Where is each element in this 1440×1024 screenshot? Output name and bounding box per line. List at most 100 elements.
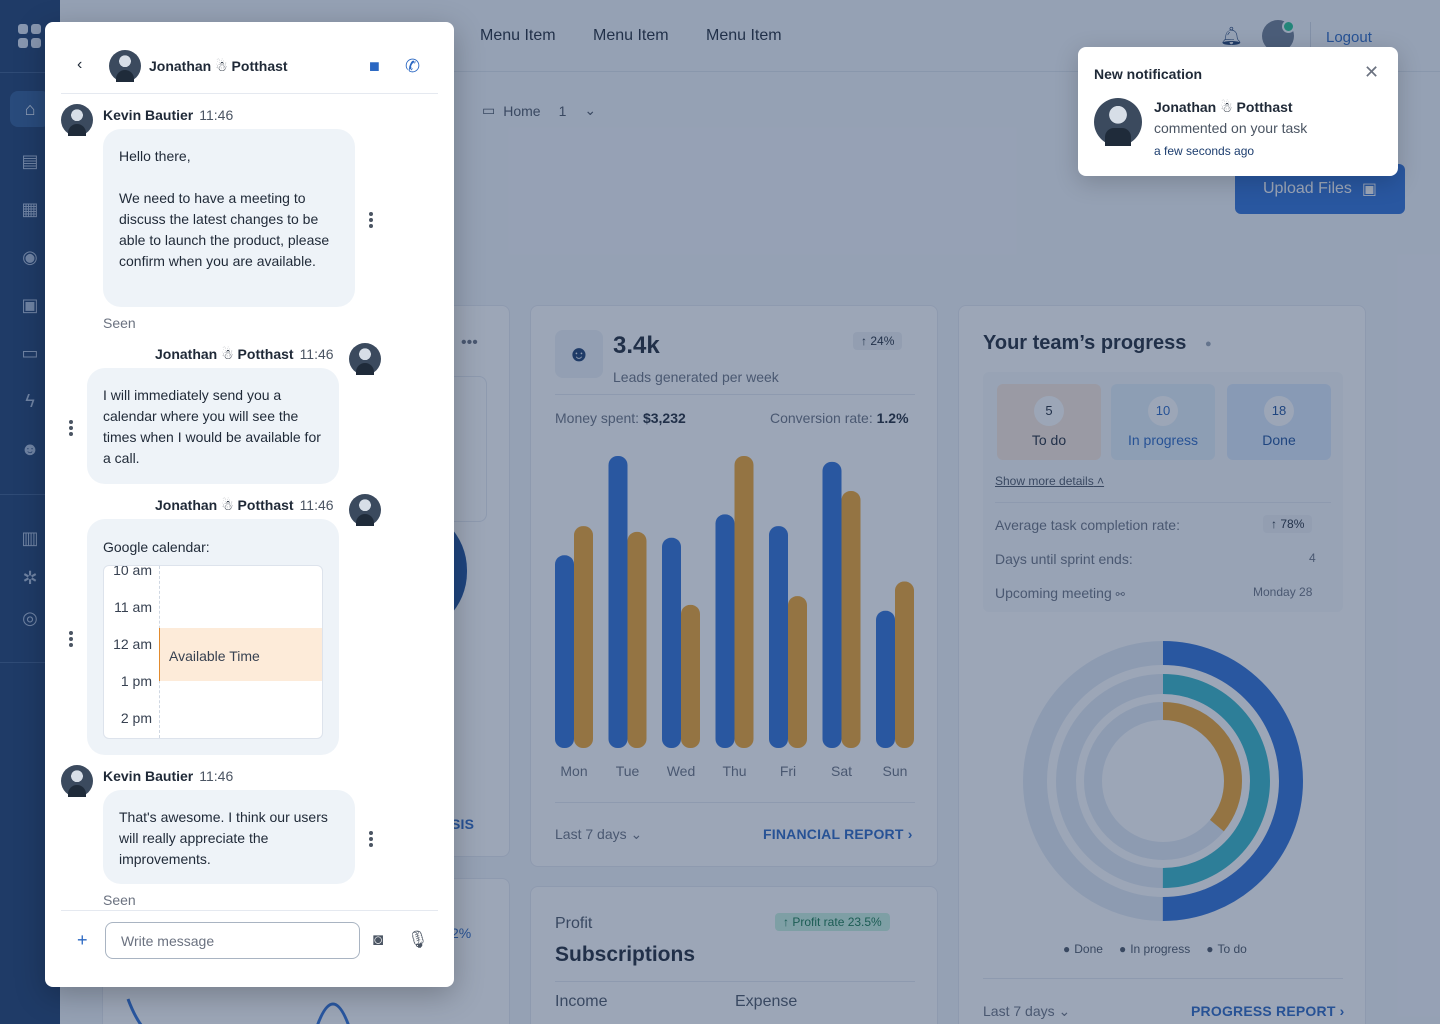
message-avatar bbox=[349, 343, 381, 375]
leads-period-select[interactable]: Last 7 days ⌄ bbox=[555, 826, 643, 842]
breadcrumb: ▭ Home 1 ⌄ bbox=[482, 102, 596, 119]
tile-in-progress-count: 10 bbox=[1148, 396, 1178, 426]
lightning-icon[interactable]: ϟ bbox=[25, 390, 35, 411]
leads-period-label: Last 7 days bbox=[555, 826, 627, 842]
users-icon[interactable]: ☻ bbox=[20, 438, 40, 459]
income-label: Income bbox=[555, 993, 608, 1010]
legend-done: Done bbox=[1063, 942, 1103, 956]
message-author-name: Jonathan ☃ Potthast bbox=[155, 346, 294, 362]
menu-item-3[interactable]: Menu Item bbox=[706, 27, 782, 44]
tile-done-label: Done bbox=[1262, 432, 1296, 448]
available-time-slot[interactable]: Available Time bbox=[159, 628, 322, 681]
leads-divider bbox=[555, 394, 915, 395]
show-more-details-link[interactable]: Show more details ˄ bbox=[995, 474, 1105, 488]
support-icon[interactable]: ◎ bbox=[22, 607, 38, 628]
notification-title: New notification bbox=[1094, 66, 1203, 82]
bell-icon[interactable]: 🔔︎ bbox=[1220, 26, 1243, 46]
microphone-icon[interactable]: 🎙︎ bbox=[407, 930, 429, 949]
message-status: Seen bbox=[103, 315, 136, 331]
leads-bar-chart: Mon Tue Wed Thu Fri Sat Sun bbox=[555, 456, 914, 779]
message-text: Hello there, We need to have a meeting t… bbox=[119, 148, 330, 269]
bar-sat-series-2 bbox=[841, 491, 861, 748]
message-status: Seen bbox=[103, 892, 136, 908]
tile-to-do-count: 5 bbox=[1034, 396, 1064, 426]
analysis-report-link[interactable]: SIS bbox=[451, 816, 475, 832]
phone-icon[interactable]: ✆ bbox=[405, 56, 421, 76]
apps-grid-icon[interactable] bbox=[18, 24, 42, 48]
close-icon[interactable]: ✕ bbox=[1364, 62, 1380, 82]
contact-name[interactable]: Jonathan ☃ Potthast bbox=[149, 58, 288, 74]
calendar-slot: 10 am bbox=[113, 565, 152, 578]
progress-report-link[interactable]: PROGRESS REPORT › bbox=[1191, 1003, 1345, 1019]
tile-in-progress[interactable]: 10 In progress bbox=[1111, 384, 1215, 460]
profit-rate-badge: ↑ Profit rate 23.5% bbox=[775, 913, 890, 931]
breadcrumb-home[interactable]: Home bbox=[503, 102, 541, 119]
tile-to-do[interactable]: 5 To do bbox=[997, 384, 1101, 460]
financial-report-link[interactable]: FINANCIAL REPORT › bbox=[763, 826, 913, 842]
video-call-icon[interactable]: ■ bbox=[369, 56, 380, 76]
completion-rate-label: Average task completion rate: bbox=[995, 517, 1180, 533]
message-more-icon[interactable] bbox=[69, 418, 73, 438]
team-period-select[interactable]: Last 7 days ⌄ bbox=[983, 1003, 1071, 1019]
calendar-icon[interactable]: ▣ bbox=[21, 294, 39, 315]
home-icon[interactable]: ⌂ bbox=[10, 91, 50, 127]
message-more-icon[interactable] bbox=[369, 829, 373, 849]
calendar-bubble: Google calendar: 10 am 11 am 12 am 1 pm … bbox=[87, 519, 339, 755]
message-bubble: That's awesome. I think our users will r… bbox=[103, 790, 355, 884]
notification-name[interactable]: Jonathan ☃ Potthast bbox=[1154, 99, 1293, 115]
bar-thu-series-2 bbox=[734, 456, 754, 748]
ring-done-arc bbox=[1023, 641, 1303, 921]
legend-to-do: To do bbox=[1206, 942, 1246, 956]
leads-card: ☻ 3.4k Leads generated per week ↑ 24% Mo… bbox=[530, 305, 938, 867]
tile-done-count: 18 bbox=[1264, 396, 1294, 426]
money-spent-label: Money spent: bbox=[555, 410, 640, 426]
bar-fri-series-2 bbox=[788, 596, 807, 748]
message-author-name: Kevin Bautier bbox=[103, 768, 194, 784]
upcoming-meeting-label: Upcoming meeting ⚯ bbox=[995, 585, 1125, 601]
message-more-icon[interactable] bbox=[69, 629, 73, 649]
team-donut-chart bbox=[1023, 641, 1303, 921]
media-icon[interactable]: ▭ bbox=[21, 342, 39, 363]
info-icon[interactable]: ● bbox=[1205, 338, 1212, 350]
chat-icon[interactable]: ◉ bbox=[22, 246, 38, 267]
message-more-icon[interactable] bbox=[369, 210, 373, 230]
sidebar-divider bbox=[0, 72, 60, 73]
tile-done[interactable]: 18 Done bbox=[1227, 384, 1331, 460]
bar-tue-series-2 bbox=[627, 531, 647, 748]
money-spent: Money spent: $3,232 bbox=[555, 410, 686, 426]
menu-item-2[interactable]: Menu Item bbox=[593, 27, 669, 44]
add-attachment-icon[interactable]: + bbox=[77, 930, 88, 950]
file-icon[interactable]: ▥ bbox=[21, 527, 39, 548]
leads-caption: Leads generated per week bbox=[613, 369, 779, 385]
calendar-widget[interactable]: 10 am 11 am 12 am 1 pm 2 pm Available Ti… bbox=[103, 565, 323, 739]
progress-report-label: PROGRESS REPORT bbox=[1191, 1003, 1336, 1019]
back-chevron-icon[interactable]: ‹ bbox=[77, 56, 83, 73]
sidebar-divider bbox=[0, 494, 60, 495]
menu-item-1[interactable]: Menu Item bbox=[480, 27, 556, 44]
user-avatar[interactable] bbox=[1262, 20, 1295, 52]
bar-sun-series-1 bbox=[876, 610, 895, 748]
link-icon[interactable]: ⚯ bbox=[1115, 589, 1125, 601]
financial-report-label: FINANCIAL REPORT bbox=[763, 826, 904, 842]
bar-wed-series-1 bbox=[662, 537, 681, 748]
calendar-title: Google calendar: bbox=[103, 539, 210, 555]
x-tick-label: Wed bbox=[667, 763, 696, 779]
money-spent-value: $3,232 bbox=[642, 410, 686, 426]
chevron-down-icon[interactable]: ⌄ bbox=[584, 102, 597, 118]
message-text: I will immediately send you a calendar w… bbox=[103, 387, 321, 466]
sprint-days-label: Days until sprint ends: bbox=[995, 551, 1133, 567]
message-avatar bbox=[349, 494, 381, 526]
message-author-name: Jonathan ☃ Potthast bbox=[155, 497, 294, 513]
message-input[interactable] bbox=[105, 922, 360, 959]
notification-toast: New notification ✕ Jonathan ☃ Potthast c… bbox=[1078, 47, 1398, 176]
clipboard-icon[interactable]: ▦ bbox=[21, 198, 39, 219]
team-icon: ☻ bbox=[555, 330, 603, 378]
camera-icon[interactable]: ◙ bbox=[373, 930, 384, 949]
contact-avatar[interactable] bbox=[109, 50, 141, 82]
more-horizontal-icon[interactable]: ••• bbox=[461, 334, 478, 351]
gear-icon[interactable]: ✲ bbox=[22, 567, 38, 588]
document-icon[interactable]: ▤ bbox=[21, 150, 39, 171]
logout-link[interactable]: Logout bbox=[1326, 29, 1372, 46]
x-tick-label: Mon bbox=[560, 763, 587, 779]
line-card-curve bbox=[126, 998, 350, 1024]
